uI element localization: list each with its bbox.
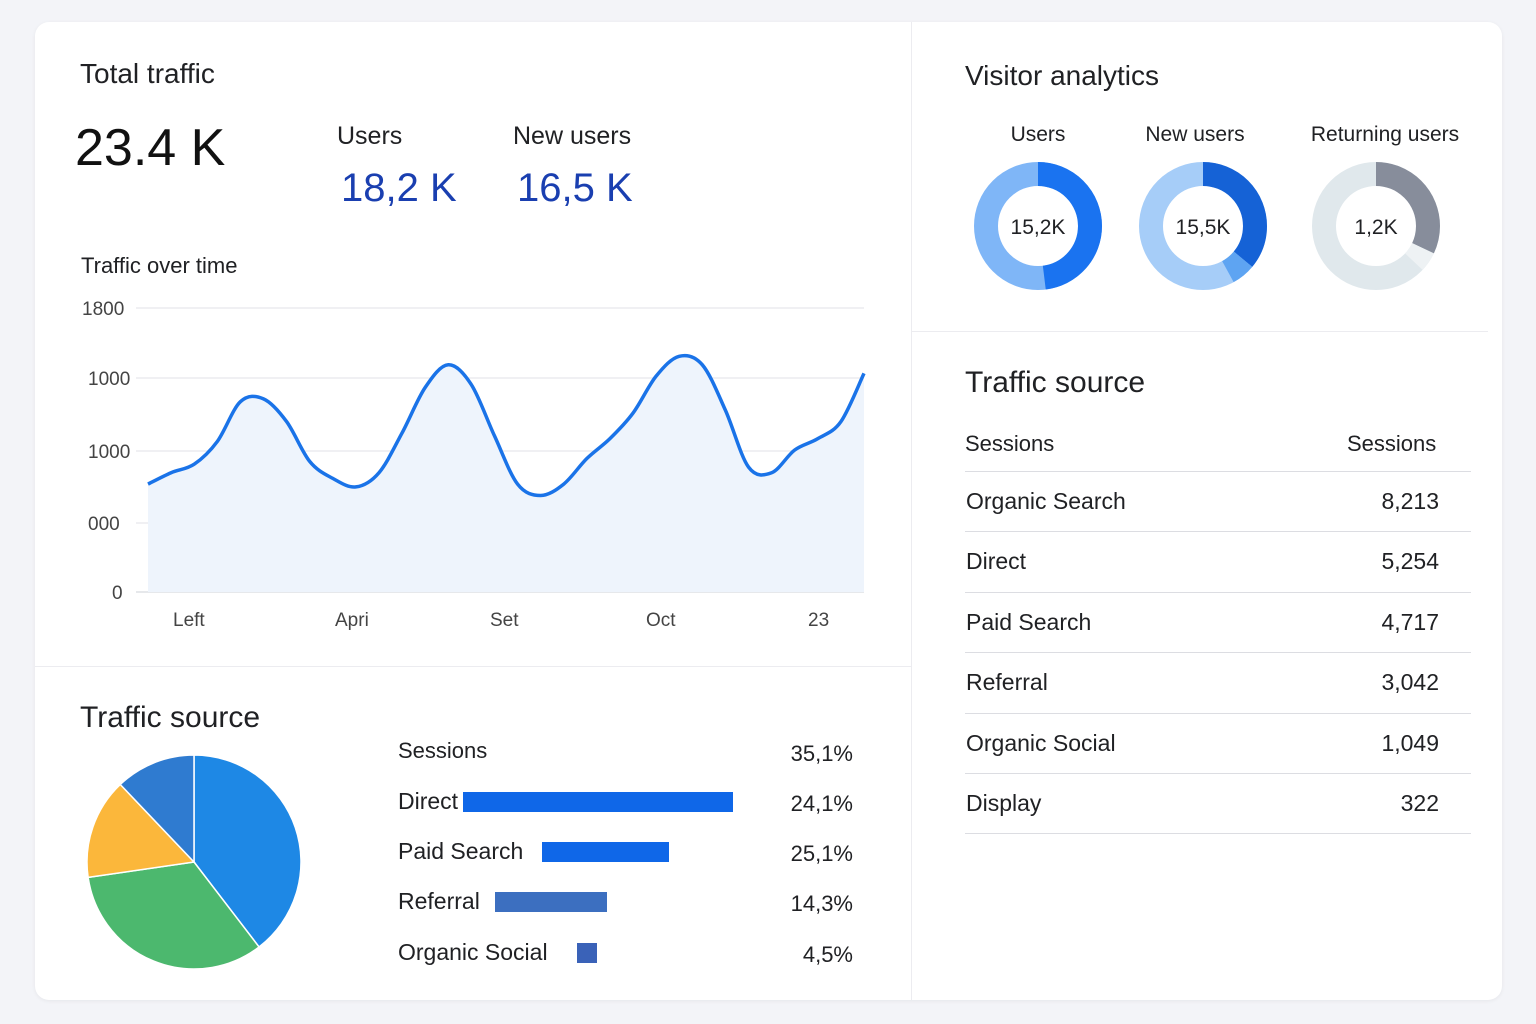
y-tick-label: 1000 [88,369,130,390]
total-traffic-value: 23.4 K [75,119,226,177]
x-tick-label: 23 [808,610,829,631]
pie-slice [87,861,261,970]
bar-pct: 4,5% [802,942,853,967]
row-source-name: Direct [966,548,1027,575]
bar-mark [495,892,607,912]
table-row[interactable]: Display 322 [965,773,1471,834]
traffic-line [147,353,866,498]
table-row[interactable]: Direct 5,254 [965,531,1471,592]
table-row[interactable]: Organic Search 8,213 [965,471,1471,532]
sessions-pct: 35,1% [790,741,853,766]
donut-value: 1,2K [1354,216,1397,239]
total-traffic-title: Total traffic [80,58,215,89]
bar-mark [463,792,733,812]
y-tick-label: 1000 [88,442,130,463]
pie-slice [119,754,195,864]
users-value: 18,2 K [341,166,457,210]
y-tick-label: 000 [88,514,120,535]
donut-label: Users [1010,123,1066,146]
row-source-name: Display [966,790,1042,816]
bar-mark [542,842,669,862]
donut-value: 15,2K [1011,216,1066,239]
table-col-name-header: Sessions [965,431,1055,456]
new-users-value: 16,5 K [517,166,633,210]
donut-label: New users [1145,123,1245,146]
donut-chart: 15,2K [974,162,1102,290]
traffic-source-table-title: Traffic source [965,366,1146,399]
row-source-name: Referral [966,669,1048,696]
x-tick-label: Apri [335,610,369,631]
visitor-analytics-title: Visitor analytics [965,60,1160,91]
donut-value: 15,5K [1176,216,1231,239]
row-source-name: Organic Search [966,488,1126,514]
y-tick-label: 1800 [82,299,124,320]
traffic-over-time-title: Traffic over time [81,253,238,278]
donut-arc [1312,162,1440,290]
vertical-divider [911,22,912,1000]
donut-label: Returning users [1310,123,1460,146]
row-sessions-value: 4,717 [1381,608,1439,635]
row-sessions-value: 322 [1400,790,1439,816]
new-users-label: New users [513,122,632,150]
donut-chart: 1,2K [1312,162,1440,290]
pie-slice [86,783,196,879]
row-source-name: Paid Search [966,608,1092,635]
table-row[interactable]: Paid Search 4,717 [965,591,1471,653]
right-divider [912,331,1488,332]
table-col-value-header: Sessions [1347,431,1437,456]
row-sessions-value: 3,042 [1381,669,1439,696]
x-tick-label: Oct [646,610,676,631]
donut-arc [974,162,1102,290]
users-label: Users [337,122,403,150]
x-tick-label: Left [173,610,205,631]
x-tick-label: Set [490,610,519,631]
donut-arc [1139,162,1267,290]
bar-label: Referral [398,888,480,914]
y-tick-label: 0 [112,583,123,604]
bar-pct: 25,1% [790,841,853,866]
row-sessions-value: 5,254 [1381,548,1439,575]
sessions-label: Sessions [398,738,488,763]
bar-mark [577,943,597,963]
bar-label: Paid Search [398,838,524,864]
bar-label: Organic Social [398,939,548,965]
row-source-name: Organic Social [966,729,1116,756]
bar-pct: 24,1% [790,791,853,816]
table-row[interactable]: Organic Social 1,049 [965,712,1471,774]
table-row[interactable]: Referral 3,042 [965,652,1471,713]
traffic-source-pie-chart [86,754,302,970]
bar-label: Direct [398,788,459,814]
donut-chart: 15,5K [1139,162,1267,290]
area-fill [148,355,864,592]
table-bottom-border [965,833,1471,834]
traffic-source-pie-title: Traffic source [80,701,261,734]
bar-pct: 14,3% [790,891,853,916]
row-sessions-value: 8,213 [1381,488,1439,514]
row-sessions-value: 1,049 [1381,729,1439,756]
pie-slice [193,754,302,949]
left-divider [35,666,911,667]
